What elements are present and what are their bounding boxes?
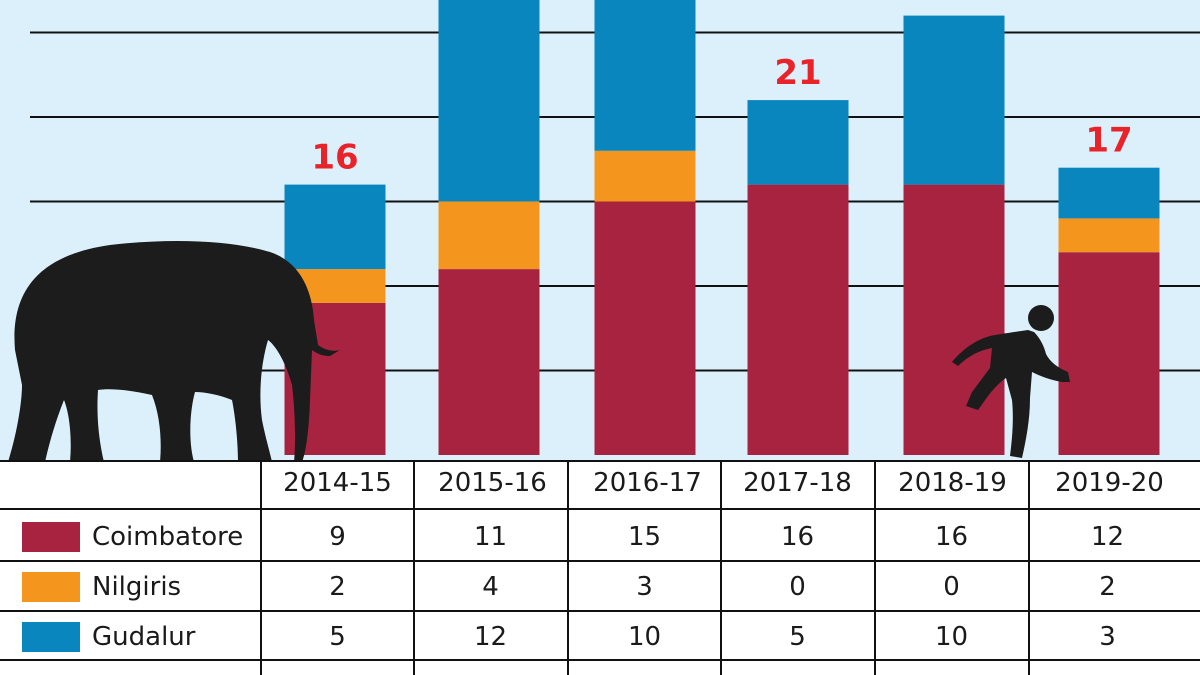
bar-segment-coimbatore <box>1058 252 1160 455</box>
table-cell: 10 <box>934 622 969 652</box>
table-row-rule <box>0 560 1200 562</box>
year-header: 2019-20 <box>1055 468 1164 498</box>
table-cell: 12 <box>473 622 508 652</box>
row-label-coimbatore: Coimbatore <box>92 522 244 552</box>
table-row-rule <box>0 610 1200 612</box>
total-label: 17 <box>1085 121 1132 161</box>
bar-segment-gudalur <box>747 100 849 185</box>
table-cell: 2 <box>1099 572 1116 602</box>
table-row-rule <box>0 659 1200 661</box>
row-label-nilgiris: Nilgiris <box>92 572 182 602</box>
table-cell: 16 <box>780 522 815 552</box>
table-cell: 16 <box>934 522 969 552</box>
table-cell: 3 <box>1099 622 1116 652</box>
table-cell: 11 <box>473 522 508 552</box>
table-cell: 5 <box>789 622 806 652</box>
table-cell: 5 <box>329 622 346 652</box>
data-table: 2014-15 2015-16 2016-17 2017-18 2018-19 … <box>0 460 1200 675</box>
bar-segment-coimbatore <box>747 184 849 455</box>
chart-area: 16 21 17 <box>0 0 1200 460</box>
table-cell: 0 <box>789 572 806 602</box>
nilgiris-swatch <box>22 572 80 602</box>
table-col-rule <box>567 460 569 675</box>
total-label: 21 <box>774 53 821 93</box>
table-col-rule <box>1028 460 1030 675</box>
bar-segment-gudalur <box>284 184 386 270</box>
table-col-rule <box>413 460 415 675</box>
year-header: 2015-16 <box>438 468 547 498</box>
table-cell: 0 <box>943 572 960 602</box>
coimbatore-swatch <box>22 522 80 552</box>
table-cell: 9 <box>329 522 346 552</box>
table-top-rule <box>0 460 1200 462</box>
row-label-gudalur: Gudalur <box>92 622 196 652</box>
table-col-rule <box>260 460 262 675</box>
elephant-silhouette-icon <box>8 240 340 460</box>
table-cell: 12 <box>1090 522 1125 552</box>
bar-segment-gudalur <box>903 15 1005 185</box>
bar-segment-coimbatore <box>438 269 540 455</box>
gudalur-swatch <box>22 622 80 652</box>
table-header-rule <box>0 508 1200 510</box>
year-header: 2017-18 <box>743 468 852 498</box>
year-header: 2014-15 <box>283 468 392 498</box>
bar-segment-coimbatore <box>594 201 696 455</box>
bar-segment-nilgiris <box>1058 218 1160 253</box>
total-label: 16 <box>311 138 358 178</box>
bar-segment-coimbatore <box>903 184 1005 455</box>
year-header: 2018-19 <box>898 468 1007 498</box>
table-col-rule <box>720 460 722 675</box>
running-man-silhouette-icon <box>952 305 1070 458</box>
table-cell: 15 <box>627 522 662 552</box>
bar-segment-gudalur <box>594 0 696 151</box>
bar-segment-gudalur <box>1058 167 1160 219</box>
table-cell: 3 <box>636 572 653 602</box>
table-cell: 2 <box>329 572 346 602</box>
bar-segment-nilgiris <box>438 201 540 270</box>
bar-segment-nilgiris <box>594 150 696 202</box>
table-cell: 4 <box>482 572 499 602</box>
table-cell: 10 <box>627 622 662 652</box>
bar-segment-gudalur <box>438 0 540 202</box>
stacked-bar-chart: 16 21 17 <box>8 0 1200 460</box>
year-header: 2016-17 <box>593 468 702 498</box>
table-col-rule <box>874 460 876 675</box>
